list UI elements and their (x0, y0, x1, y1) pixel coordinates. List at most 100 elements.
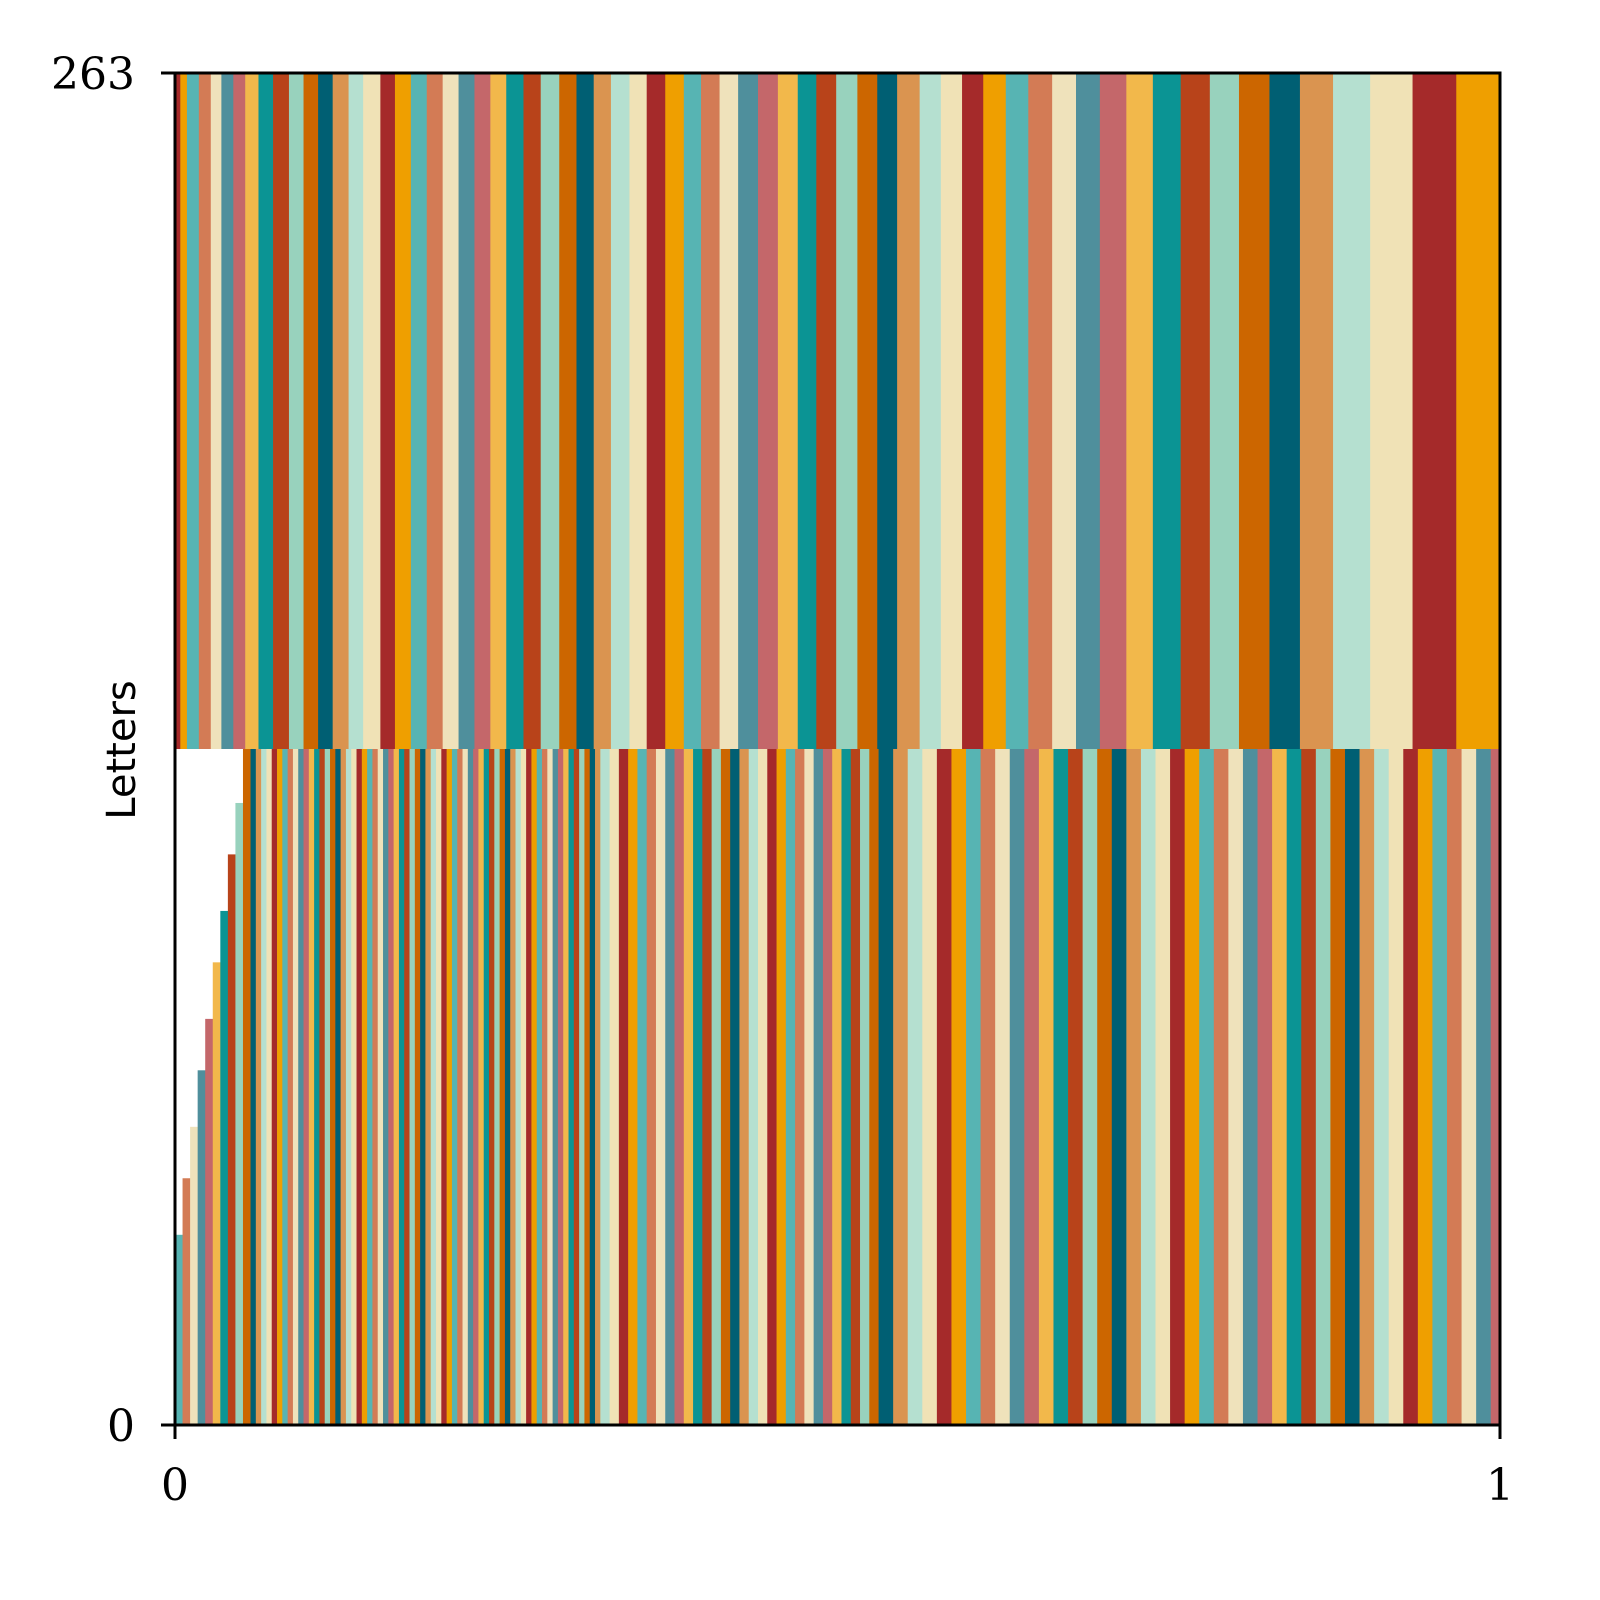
stripe (330, 749, 336, 1425)
stripe (893, 749, 909, 1425)
stripe (210, 73, 222, 749)
stripe (175, 73, 181, 749)
stripe (1228, 749, 1244, 1425)
stripe (1344, 749, 1360, 1425)
stripe (499, 749, 506, 1425)
stripe (1374, 749, 1390, 1425)
stripe (1199, 749, 1215, 1425)
stripe (980, 749, 996, 1425)
stripe (542, 749, 548, 1425)
stripe (646, 73, 666, 749)
stripe (235, 802, 244, 1425)
stripe (1082, 749, 1098, 1425)
stripe (414, 749, 421, 1425)
stripe (738, 73, 759, 749)
stripe (1099, 73, 1127, 749)
stripe (897, 73, 921, 749)
stripe (777, 73, 799, 749)
stripe (758, 73, 779, 749)
stripe (255, 749, 262, 1425)
stripe (520, 749, 527, 1425)
stripe (919, 73, 942, 749)
stripe (363, 73, 381, 749)
stripe (557, 749, 564, 1425)
stripe (409, 749, 416, 1425)
stripe (593, 73, 612, 749)
stripe (182, 1178, 191, 1425)
stripe (356, 749, 363, 1425)
y-tick-label: 0 (107, 1401, 135, 1452)
stripe (797, 73, 817, 749)
stripe (776, 749, 787, 1425)
stripe (540, 73, 560, 749)
stripe (600, 749, 610, 1425)
stripe (573, 749, 580, 1425)
stripe (665, 749, 675, 1425)
stripe (277, 749, 283, 1425)
y-tick-label: 263 (51, 49, 135, 100)
stripe (425, 749, 432, 1425)
stripe (785, 749, 796, 1425)
stripe (478, 749, 485, 1425)
stripe (1299, 73, 1334, 749)
stripe (410, 73, 428, 749)
stripe (701, 73, 720, 749)
stripe (1257, 749, 1273, 1425)
x-tick-label: 0 (161, 1460, 189, 1511)
stripe (233, 73, 246, 749)
stripe (816, 73, 837, 749)
stripe (748, 749, 759, 1425)
stripe (940, 73, 963, 749)
stripe (1242, 749, 1258, 1425)
stripe (1126, 73, 1154, 749)
stripe (314, 749, 320, 1425)
stripe (441, 749, 448, 1425)
stripe (720, 749, 731, 1425)
stripe (1447, 749, 1462, 1425)
stripe (962, 73, 984, 749)
stripe (446, 749, 453, 1425)
stripe (850, 749, 861, 1425)
stripe (220, 910, 229, 1425)
stripe (1301, 749, 1317, 1425)
stripe (473, 749, 479, 1425)
stripe (483, 749, 490, 1425)
stripe (841, 749, 852, 1425)
stripe (380, 73, 396, 749)
stripe (576, 73, 595, 749)
stripe (1052, 73, 1077, 749)
stripe (595, 749, 601, 1425)
stripe (711, 749, 722, 1425)
stripe (951, 749, 967, 1425)
stripe (1209, 73, 1240, 749)
stripe (1272, 749, 1288, 1425)
stripe (1417, 749, 1433, 1425)
stripe (1170, 749, 1186, 1425)
stripe (250, 749, 257, 1425)
stripe (1461, 749, 1477, 1425)
stripe (351, 749, 357, 1425)
stripe (1152, 73, 1182, 749)
stripe (1286, 749, 1302, 1425)
stripe (795, 749, 805, 1425)
stripe (451, 749, 458, 1425)
stripe (494, 749, 501, 1425)
stripe (1028, 73, 1053, 749)
stripe (1269, 73, 1301, 749)
stripe (404, 749, 410, 1425)
stripe (609, 749, 620, 1425)
stripe (442, 73, 459, 749)
stripe (1432, 749, 1448, 1425)
stripe (1097, 749, 1113, 1425)
stripe (1315, 749, 1331, 1425)
stripe (552, 749, 559, 1425)
stripe (563, 749, 569, 1425)
stripe (175, 1234, 183, 1425)
stripe (559, 73, 577, 749)
stripe (683, 749, 694, 1425)
stripe (683, 73, 702, 749)
stripe (271, 749, 278, 1425)
stripe (1155, 749, 1171, 1425)
stripe (504, 749, 511, 1425)
